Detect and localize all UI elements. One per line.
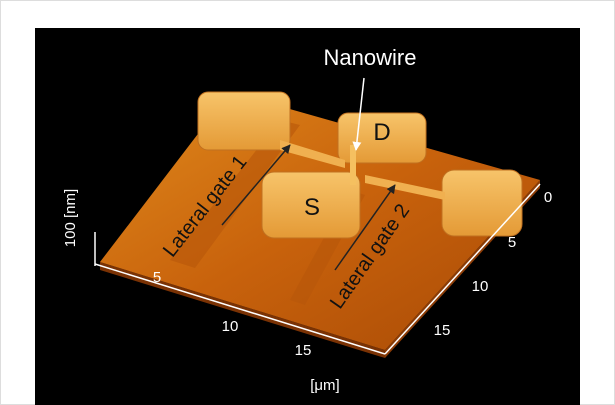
nanowire-strip (350, 145, 356, 185)
x-tick-label: 10 (222, 318, 239, 335)
y-tick-label: 15 (434, 322, 451, 339)
nanowire-label: Nanowire (324, 45, 417, 70)
y-tick-label: 0 (544, 189, 552, 206)
page: {"figure": { "annotations": {"nanowire":… (0, 0, 615, 405)
y-tick-label: 10 (472, 278, 489, 295)
drain-label: D (373, 119, 390, 146)
source-label: S (304, 194, 320, 221)
y-tick-label: 5 (508, 234, 516, 251)
gate-pad (198, 92, 290, 150)
z-axis-label: 100 [nm] (62, 189, 79, 247)
x-axis-label: [μm] (310, 377, 339, 394)
x-tick-label: 5 (153, 269, 161, 286)
x-tick-label: 15 (295, 342, 312, 359)
gate-pad (442, 170, 522, 236)
figure: Nanowire D S Lateral gate 1 Lateral gate… (0, 0, 615, 405)
